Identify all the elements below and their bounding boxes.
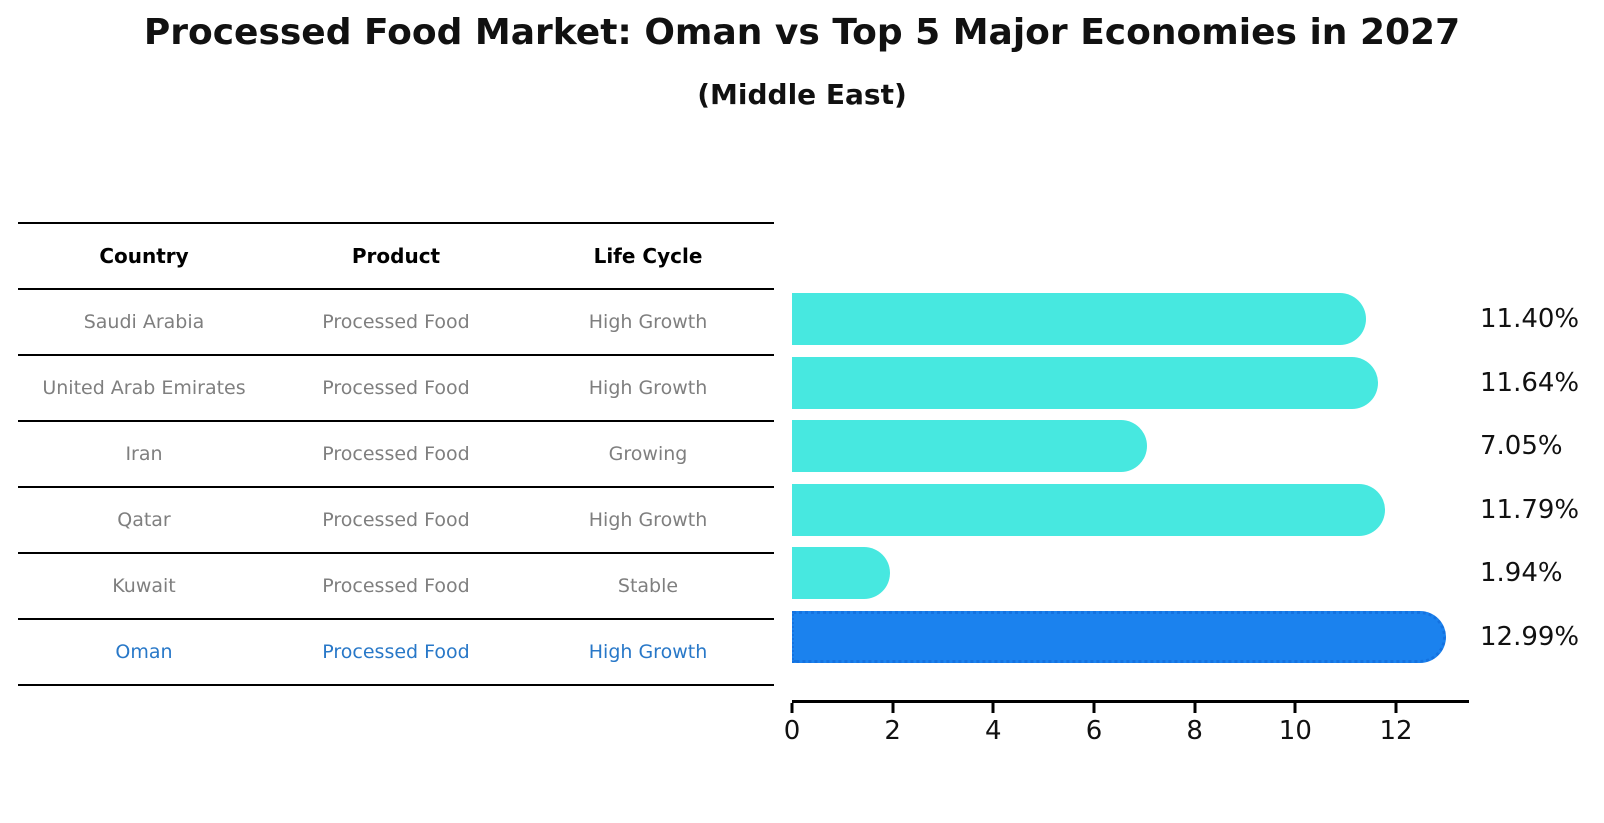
tick-mark — [1193, 703, 1197, 713]
tick-mark — [790, 703, 794, 713]
x-axis: 0 2 4 6 8 10 12 — [784, 700, 1469, 753]
horizontal-bar-chart — [792, 293, 1469, 700]
bar-oman-highlighted — [792, 610, 1446, 663]
bar-slot — [792, 356, 1469, 409]
value-label-saudi-arabia: 11.40% — [1480, 304, 1580, 334]
table-row-oman-highlighted: Oman Processed Food High Growth — [18, 620, 774, 686]
tick-mark — [1394, 703, 1398, 713]
tick-label: 8 — [1186, 716, 1203, 746]
product-cell: Processed Food — [322, 641, 470, 663]
table-row-uae: United Arab Emirates Processed Food High… — [18, 356, 774, 422]
bar-slot — [792, 293, 1469, 345]
country-table: Country Product Life Cycle Saudi Arabia … — [18, 222, 774, 686]
life-cycle-cell: High Growth — [588, 377, 708, 399]
life-cycle-cell: High Growth — [588, 509, 708, 531]
tick-mark — [1293, 703, 1297, 713]
tick-label: 10 — [1278, 716, 1312, 746]
country-cell: Saudi Arabia — [83, 311, 205, 333]
column-header-life-cycle: Life Cycle — [593, 244, 703, 268]
bar-kuwait — [792, 547, 890, 599]
bar-slot — [792, 547, 1469, 599]
life-cycle-cell: High Growth — [588, 641, 708, 663]
bar-slot — [792, 420, 1469, 472]
country-cell: Iran — [125, 443, 163, 465]
tick-label: 0 — [783, 716, 801, 746]
chart-title: Processed Food Market: Oman vs Top 5 Maj… — [143, 12, 1461, 53]
tick-label: 2 — [884, 716, 901, 746]
country-cell: United Arab Emirates — [42, 377, 246, 399]
product-cell: Processed Food — [322, 575, 470, 597]
chart-subtitle: (Middle East) — [697, 78, 907, 111]
tick-mark — [891, 703, 895, 713]
product-cell: Processed Food — [322, 377, 470, 399]
value-label-oman: 12.99% — [1480, 621, 1580, 652]
bar-slot — [792, 483, 1469, 536]
table-header-row: Country Product Life Cycle — [18, 224, 774, 290]
life-cycle-cell: Stable — [617, 575, 679, 597]
life-cycle-cell: High Growth — [588, 311, 708, 333]
tick-mark — [991, 703, 995, 713]
tick-label: 4 — [985, 716, 1002, 746]
country-cell: Oman — [115, 641, 173, 663]
column-header-country: Country — [99, 244, 189, 268]
value-label-qatar: 11.79% — [1480, 494, 1580, 525]
bar-saudi-arabia — [792, 293, 1366, 345]
product-cell: Processed Food — [322, 311, 470, 333]
table-row-qatar: Qatar Processed Food High Growth — [18, 488, 774, 554]
table-row-kuwait: Kuwait Processed Food Stable — [18, 554, 774, 620]
tick-label: 6 — [1085, 716, 1103, 746]
bar-qatar — [792, 483, 1386, 536]
country-cell: Qatar — [117, 509, 171, 531]
bar-united-arab-emirates — [792, 356, 1378, 409]
bar-iran — [792, 420, 1147, 472]
country-cell: Kuwait — [112, 575, 176, 597]
table-row-iran: Iran Processed Food Growing — [18, 422, 774, 488]
value-label-uae: 11.64% — [1480, 367, 1580, 398]
product-cell: Processed Food — [322, 509, 470, 531]
bar-slot — [792, 610, 1469, 663]
value-label-kuwait: 1.94% — [1480, 558, 1563, 588]
tick-mark — [1092, 703, 1096, 713]
product-cell: Processed Food — [322, 443, 470, 465]
value-label-iran: 7.05% — [1480, 431, 1563, 461]
tick-label: 12 — [1379, 716, 1413, 746]
table-row-saudi-arabia: Saudi Arabia Processed Food High Growth — [18, 290, 774, 356]
life-cycle-cell: Growing — [608, 443, 688, 465]
column-header-product: Product — [351, 244, 441, 268]
